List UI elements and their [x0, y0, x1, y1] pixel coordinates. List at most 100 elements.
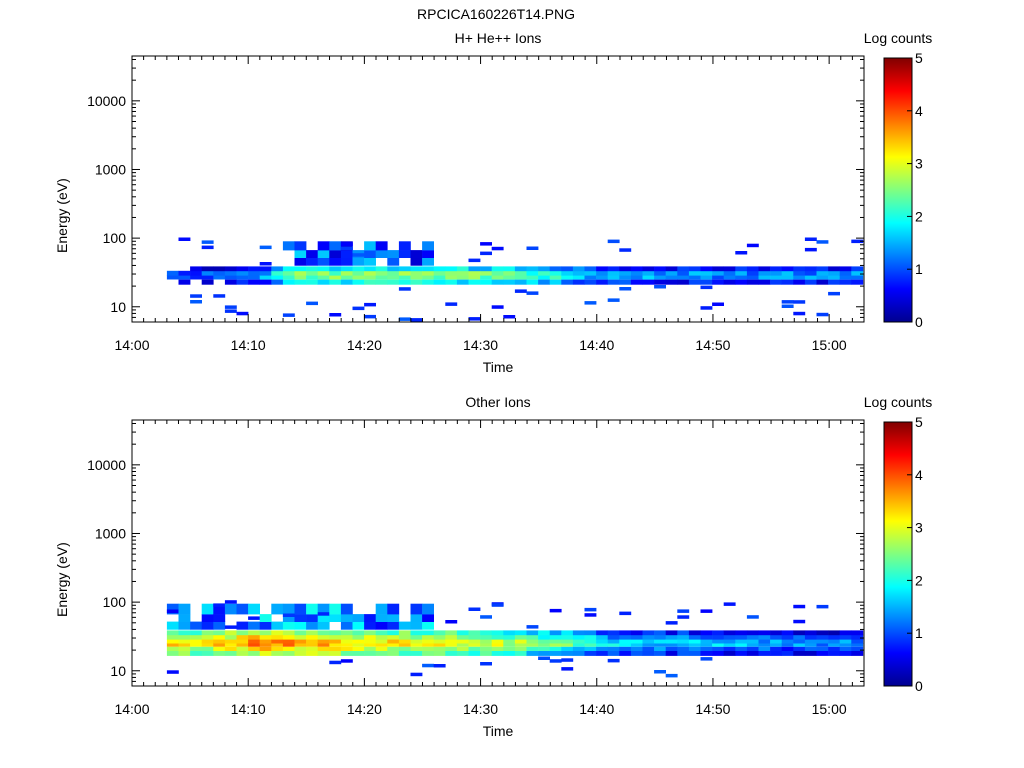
heatmap-cell — [549, 608, 562, 613]
heatmap-cell — [190, 630, 202, 636]
heatmap-cell — [445, 279, 458, 285]
heatmap-cell — [781, 630, 794, 636]
heatmap-cell — [422, 257, 434, 266]
heatmap-cell — [340, 634, 353, 640]
heatmap-cell — [433, 634, 446, 640]
heatmap-cell — [445, 302, 458, 306]
heatmap-cell — [828, 275, 840, 280]
heatmap-cell — [712, 275, 724, 280]
heatmap-cell — [190, 639, 202, 644]
heatmap-cell — [201, 634, 214, 640]
heatmap-cell — [329, 634, 342, 640]
heatmap-cell — [410, 621, 423, 630]
heatmap-cell — [433, 646, 446, 651]
heatmap-cell — [677, 279, 690, 285]
heatmap-cell — [294, 603, 307, 615]
heatmap-cell — [259, 646, 272, 651]
heatmap-cell — [770, 630, 782, 636]
heatmap-cell — [503, 651, 516, 656]
heatmap-cell — [259, 639, 272, 644]
heatmap-cell — [294, 270, 307, 276]
heatmap-cell — [387, 266, 400, 272]
heatmap-cell — [433, 651, 446, 656]
heatmap-cell — [538, 630, 550, 636]
heatmap-cell — [236, 275, 249, 280]
heatmap-cell — [213, 266, 226, 272]
heatmap-cell — [352, 642, 365, 647]
heatmap-cell — [259, 279, 272, 285]
heatmap-cell — [213, 630, 226, 636]
heatmap-cell — [584, 651, 597, 656]
heatmap-cell — [422, 634, 434, 640]
heatmap-cell — [793, 311, 806, 316]
heatmap-cell — [294, 634, 307, 640]
heatmap-cell — [387, 642, 400, 647]
heatmap-cell — [398, 621, 411, 630]
heatmap-cell — [700, 657, 713, 661]
heatmap-cell — [166, 270, 179, 276]
heatmap-cell — [770, 266, 782, 272]
heatmap-cell — [596, 275, 608, 280]
x-tick-label: 14:10 — [231, 701, 266, 717]
heatmap-cell — [781, 304, 794, 308]
heatmap-cell — [700, 642, 713, 647]
heatmap-cell — [654, 639, 666, 644]
heatmap-cell — [213, 621, 226, 630]
heatmap-cell — [306, 630, 318, 636]
heatmap-cell — [503, 646, 516, 651]
heatmap-cell — [352, 266, 365, 272]
heatmap-cell — [561, 646, 574, 651]
heatmap-cell — [758, 270, 771, 276]
heatmap-cell — [340, 266, 353, 272]
heatmap-cell — [677, 646, 690, 651]
heatmap-cell — [619, 275, 632, 280]
heatmap-cell — [190, 634, 202, 640]
x-tick-label: 14:20 — [347, 337, 382, 353]
heatmap-cell — [166, 630, 179, 636]
heatmap-cell — [224, 275, 237, 280]
heatmap-cell — [526, 639, 539, 644]
heatmap-cell — [770, 639, 782, 644]
heatmap-cell — [213, 294, 226, 298]
heatmap-cell — [746, 639, 759, 644]
heatmap-cell — [654, 634, 666, 640]
heatmap-cell — [294, 275, 307, 280]
heatmap-cell — [422, 614, 434, 622]
heatmap-cell — [700, 651, 713, 656]
heatmap-cell — [352, 621, 365, 630]
heatmap-cell — [607, 270, 620, 276]
heatmap-cell — [654, 642, 666, 647]
heatmap-cell — [746, 279, 759, 285]
heatmap-cell — [735, 642, 748, 647]
heatmap-cell — [619, 646, 632, 651]
heatmap-cell — [398, 241, 411, 251]
heatmap-cell — [607, 239, 620, 244]
heatmap-cell — [178, 279, 191, 285]
heatmap-cell — [456, 266, 469, 272]
heatmap-cell — [375, 639, 388, 644]
heatmap-cell — [317, 270, 330, 276]
heatmap-cell — [201, 270, 214, 276]
heatmap-cell — [248, 603, 260, 615]
heatmap-cell — [642, 279, 655, 285]
heatmap-cell — [584, 279, 597, 285]
heatmap-cell — [480, 279, 492, 285]
heatmap-cell — [561, 651, 574, 656]
heatmap-cell — [596, 646, 608, 651]
heatmap-cell — [387, 603, 400, 615]
heatmap-cell — [816, 642, 829, 647]
heatmap-cell — [839, 642, 852, 647]
heatmap-cell — [178, 621, 191, 630]
colorbar: Log counts 0 1 2 3 4 5 — [864, 30, 933, 330]
figure-title: RPCICA160226T14.PNG — [417, 6, 575, 22]
heatmap-cell — [456, 642, 469, 647]
heatmap-cell — [364, 250, 376, 258]
heatmap-cell — [688, 630, 701, 636]
heatmap-cell — [480, 615, 492, 619]
y-tick-label: 100 — [103, 594, 127, 610]
heatmap-cell — [410, 257, 423, 266]
heatmap-cell — [596, 642, 608, 647]
heatmap-cell — [317, 603, 330, 615]
heatmap-cell — [352, 639, 365, 644]
heatmap-cell — [491, 305, 504, 309]
